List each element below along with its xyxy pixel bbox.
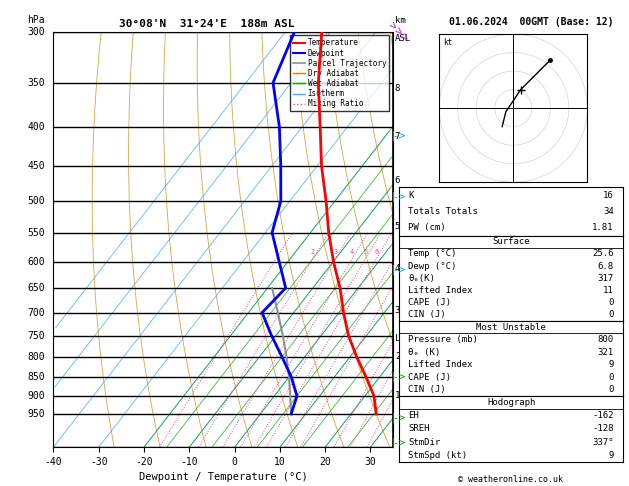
Text: Mixing Ratio (g/kg): Mixing Ratio (g/kg) bbox=[418, 192, 426, 287]
Text: CAPE (J): CAPE (J) bbox=[408, 298, 452, 307]
Text: 450: 450 bbox=[27, 161, 45, 171]
Text: Hodograph: Hodograph bbox=[487, 398, 535, 407]
Text: 4: 4 bbox=[350, 249, 354, 256]
Text: 350: 350 bbox=[27, 78, 45, 87]
Text: Lifted Index: Lifted Index bbox=[408, 360, 473, 369]
Text: hPa: hPa bbox=[27, 16, 45, 25]
Text: 9: 9 bbox=[608, 451, 614, 460]
Text: 3: 3 bbox=[395, 306, 400, 315]
Text: >>>: >>> bbox=[387, 19, 411, 44]
Text: 800: 800 bbox=[27, 352, 45, 362]
Text: |->: |-> bbox=[391, 191, 406, 202]
Text: StmSpd (kt): StmSpd (kt) bbox=[408, 451, 467, 460]
Text: CAPE (J): CAPE (J) bbox=[408, 373, 452, 382]
Text: kt: kt bbox=[443, 38, 452, 47]
Text: 650: 650 bbox=[27, 283, 45, 293]
Text: 7: 7 bbox=[395, 132, 400, 141]
Text: 0: 0 bbox=[608, 310, 614, 319]
Text: 6.8: 6.8 bbox=[598, 261, 614, 271]
Text: EH: EH bbox=[408, 411, 419, 420]
Text: SREH: SREH bbox=[408, 424, 430, 434]
Text: |->: |-> bbox=[391, 131, 406, 141]
Text: PW (cm): PW (cm) bbox=[408, 223, 446, 232]
Text: |->: |-> bbox=[391, 413, 406, 423]
X-axis label: Dewpoint / Temperature (°C): Dewpoint / Temperature (°C) bbox=[139, 472, 308, 483]
Text: 317: 317 bbox=[598, 274, 614, 283]
Text: 34: 34 bbox=[603, 207, 614, 216]
Text: 1.81: 1.81 bbox=[593, 223, 614, 232]
Text: 850: 850 bbox=[27, 372, 45, 382]
Text: -128: -128 bbox=[593, 424, 614, 434]
Text: 950: 950 bbox=[27, 409, 45, 419]
Text: θₑ (K): θₑ (K) bbox=[408, 347, 440, 357]
Text: © weatheronline.co.uk: © weatheronline.co.uk bbox=[459, 474, 563, 484]
Text: 321: 321 bbox=[598, 347, 614, 357]
Text: K: K bbox=[408, 191, 414, 200]
Text: |->: |-> bbox=[391, 371, 406, 382]
Text: 25.6: 25.6 bbox=[593, 249, 614, 259]
Text: 700: 700 bbox=[27, 308, 45, 318]
Text: 16: 16 bbox=[603, 191, 614, 200]
Text: |->: |-> bbox=[391, 264, 406, 275]
Text: 1: 1 bbox=[395, 391, 400, 400]
Text: 300: 300 bbox=[27, 27, 45, 36]
Text: 500: 500 bbox=[27, 196, 45, 206]
Text: 2: 2 bbox=[311, 249, 315, 256]
Text: 0: 0 bbox=[608, 385, 614, 394]
Text: 900: 900 bbox=[27, 391, 45, 401]
Text: 3: 3 bbox=[333, 249, 338, 256]
Text: 5: 5 bbox=[395, 222, 400, 231]
Text: Totals Totals: Totals Totals bbox=[408, 207, 478, 216]
Text: Most Unstable: Most Unstable bbox=[476, 323, 546, 331]
Text: 6: 6 bbox=[395, 176, 400, 185]
Text: -162: -162 bbox=[593, 411, 614, 420]
Text: km: km bbox=[395, 17, 406, 25]
Text: 800: 800 bbox=[598, 335, 614, 344]
Text: CIN (J): CIN (J) bbox=[408, 310, 446, 319]
Text: StmDir: StmDir bbox=[408, 437, 440, 447]
Text: Lifted Index: Lifted Index bbox=[408, 286, 473, 295]
Text: Pressure (mb): Pressure (mb) bbox=[408, 335, 478, 344]
Text: CIN (J): CIN (J) bbox=[408, 385, 446, 394]
Text: 8: 8 bbox=[395, 84, 400, 93]
Title: 30°08'N  31°24'E  188m ASL: 30°08'N 31°24'E 188m ASL bbox=[118, 19, 294, 30]
Text: 11: 11 bbox=[603, 286, 614, 295]
Text: LCL: LCL bbox=[395, 334, 411, 343]
Text: 600: 600 bbox=[27, 257, 45, 266]
Text: 750: 750 bbox=[27, 330, 45, 341]
Text: Dewp (°C): Dewp (°C) bbox=[408, 261, 457, 271]
Text: Temp (°C): Temp (°C) bbox=[408, 249, 457, 259]
Text: 01.06.2024  00GMT (Base: 12): 01.06.2024 00GMT (Base: 12) bbox=[449, 17, 614, 27]
Text: 337°: 337° bbox=[593, 437, 614, 447]
Text: 0: 0 bbox=[608, 298, 614, 307]
Text: 2: 2 bbox=[395, 352, 400, 362]
Text: 0: 0 bbox=[608, 373, 614, 382]
Text: 1: 1 bbox=[274, 249, 278, 256]
Text: 9: 9 bbox=[608, 360, 614, 369]
Text: 5: 5 bbox=[363, 249, 367, 256]
Text: 400: 400 bbox=[27, 122, 45, 132]
Text: 550: 550 bbox=[27, 227, 45, 238]
Text: ASL: ASL bbox=[395, 34, 411, 43]
Text: Surface: Surface bbox=[493, 237, 530, 246]
Legend: Temperature, Dewpoint, Parcel Trajectory, Dry Adiabat, Wet Adiabat, Isotherm, Mi: Temperature, Dewpoint, Parcel Trajectory… bbox=[290, 35, 389, 111]
Text: θₑ(K): θₑ(K) bbox=[408, 274, 435, 283]
Text: 4: 4 bbox=[395, 263, 400, 273]
Text: |->: |-> bbox=[391, 437, 406, 448]
Text: 6: 6 bbox=[374, 249, 379, 256]
